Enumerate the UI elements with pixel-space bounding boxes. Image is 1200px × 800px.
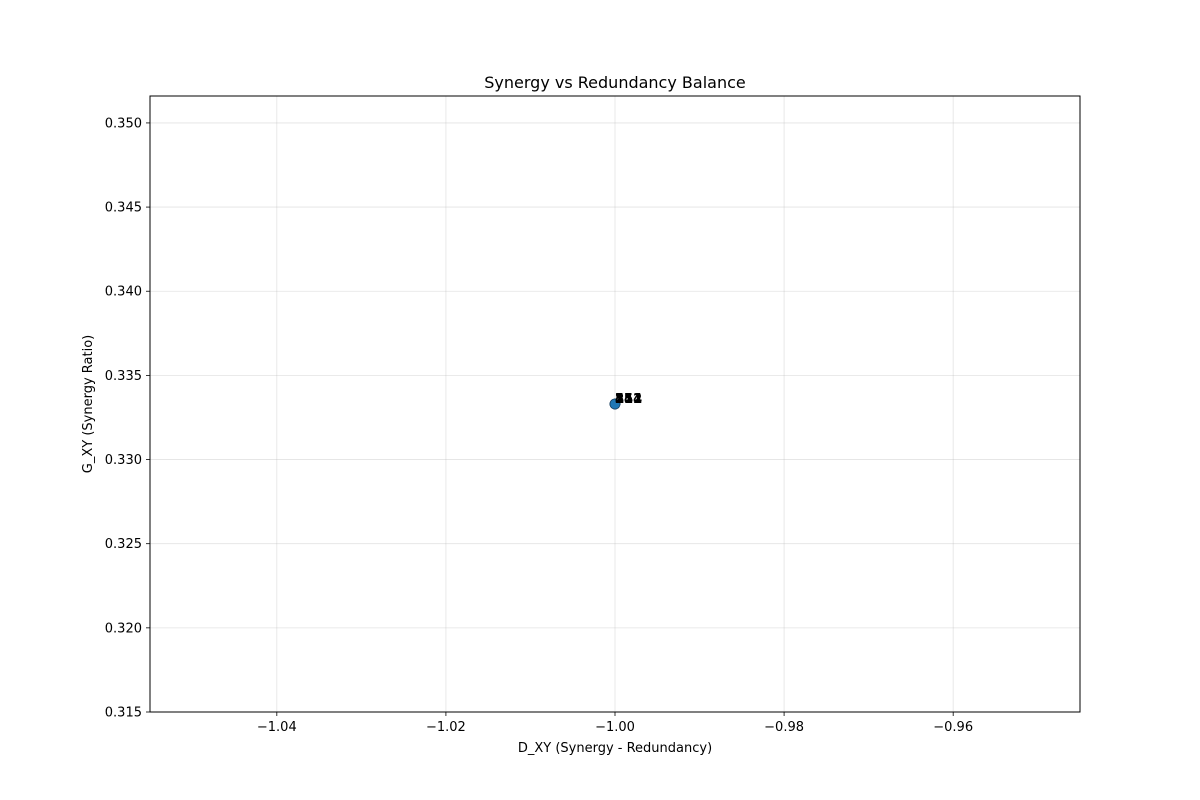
y-tick-label: 0.350 bbox=[105, 116, 142, 131]
x-tick-label: −1.00 bbox=[595, 720, 635, 735]
data-point-label: 2 bbox=[615, 392, 624, 407]
data-point-label: 351 bbox=[615, 392, 642, 407]
y-tick-label: 0.330 bbox=[105, 453, 142, 468]
x-axis-label: D_XY (Synergy - Redundancy) bbox=[518, 741, 712, 756]
data-point-label: 25 bbox=[615, 392, 633, 407]
y-tick-label: 0.320 bbox=[105, 621, 142, 636]
y-tick-label: 0.325 bbox=[105, 537, 142, 552]
data-point-label: 3 bbox=[615, 392, 624, 407]
data-point-label: 34 bbox=[615, 392, 633, 407]
y-axis-label: G_XY (Synergy Ratio) bbox=[81, 335, 96, 473]
y-tick-label: 0.345 bbox=[105, 201, 142, 216]
y-tick-label: 0.315 bbox=[105, 706, 142, 721]
y-tick-label: 0.335 bbox=[105, 369, 142, 384]
axis-ticks: −1.04 −1.02 −1.00 −0.98 −0.96 0.315 0.320 0.325… bbox=[105, 116, 973, 735]
data-points bbox=[609, 398, 621, 410]
data-point bbox=[609, 398, 621, 410]
data-point-label: 152 bbox=[615, 392, 642, 407]
x-tick-label: −1.02 bbox=[426, 720, 466, 735]
data-point-label: 1 bbox=[615, 392, 624, 407]
data-point-label: 254 bbox=[615, 392, 642, 407]
data-point-label: 5 bbox=[615, 392, 624, 407]
x-tick-label: −1.04 bbox=[257, 720, 297, 735]
data-point-label: 4 bbox=[615, 392, 624, 407]
chart-title: Synergy vs Redundancy Balance bbox=[484, 73, 745, 92]
y-tick-label: 0.340 bbox=[105, 285, 142, 300]
x-tick-label: −0.96 bbox=[933, 720, 973, 735]
data-point-label: 11 bbox=[615, 392, 633, 407]
x-tick-label: −0.98 bbox=[764, 720, 804, 735]
